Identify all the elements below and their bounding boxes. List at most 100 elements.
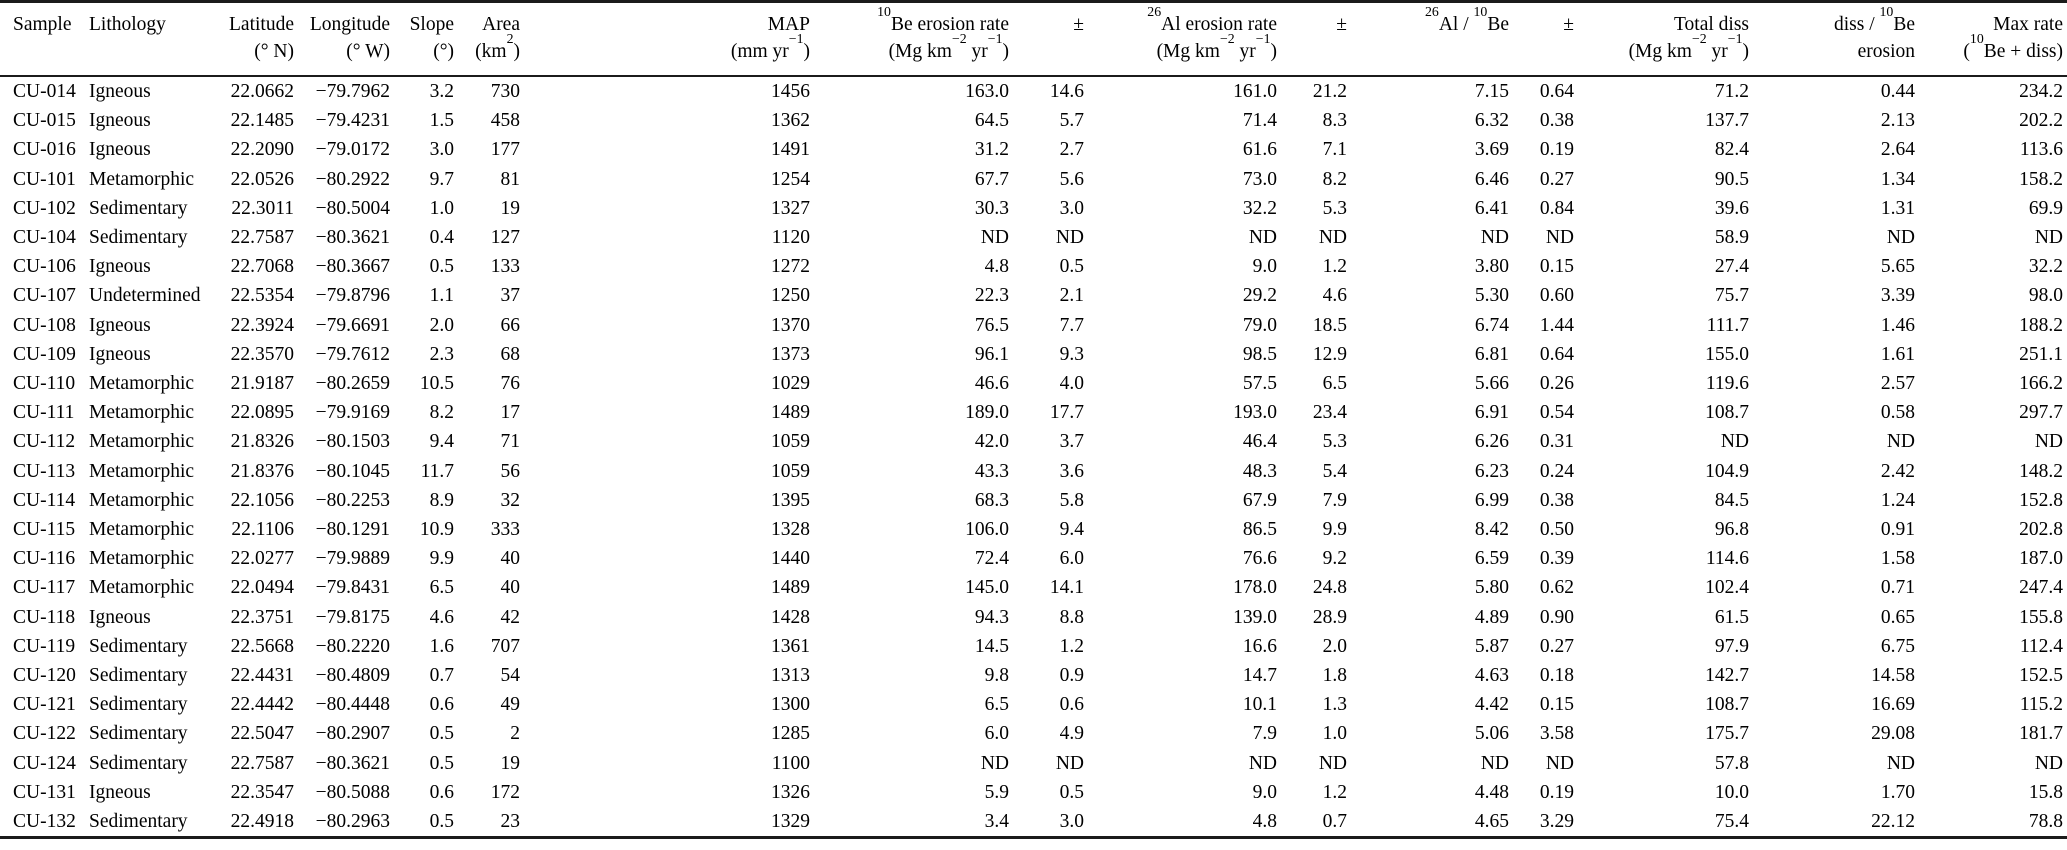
cell-al26-be10-ratio: 6.23 xyxy=(1474,460,1509,482)
cell-diss-be10-ratio: 1.31 xyxy=(1880,197,1915,219)
cell-lithology: Metamorphic xyxy=(89,519,195,541)
table-row-CU-114: CU-114 Metamorphic 22.1056 −80.2253 8.9 32 139… xyxy=(0,486,2067,515)
cell-diss-be10-ratio: 1.61 xyxy=(1880,343,1915,365)
cell-latitude: 21.9187 xyxy=(230,373,294,395)
cell-diss-be10-ratio: 0.44 xyxy=(1880,81,1915,102)
column-header-longitude: Longitude (° W) xyxy=(298,2,394,77)
cell-al26-uncertainty: 24.8 xyxy=(1312,577,1347,599)
cell-max-rate: 202.2 xyxy=(2019,110,2063,132)
cell-al26-erosion-rate: 161.0 xyxy=(1233,81,1277,102)
column-header-max-rate: Max rate (10Be + diss) xyxy=(1919,2,2067,77)
cell-lithology: Sedimentary xyxy=(89,811,188,833)
table-header: Sample Lithology Latitude (° N) Longitude (° … xyxy=(0,2,2067,77)
cell-area: 730 xyxy=(490,81,520,102)
cell-be10-uncertainty: 3.0 xyxy=(1059,811,1084,833)
cell-sample: CU-108 xyxy=(13,314,76,336)
cell-lithology: Igneous xyxy=(89,81,151,102)
cell-map: 1395 xyxy=(771,489,810,511)
cell-ratio-uncertainty: ND xyxy=(1545,227,1574,249)
cell-max-rate: 234.2 xyxy=(2019,81,2063,102)
cell-al26-erosion-rate: 67.9 xyxy=(1242,489,1277,511)
cell-area: 17 xyxy=(500,402,521,424)
cell-be10-erosion-rate: 31.2 xyxy=(974,139,1009,161)
cell-al26-be10-ratio: 6.91 xyxy=(1474,402,1509,424)
cell-sample: CU-132 xyxy=(13,811,76,833)
cell-area: 19 xyxy=(500,197,521,219)
cell-max-rate: 166.2 xyxy=(2019,373,2063,395)
cell-be10-uncertainty: 9.3 xyxy=(1059,343,1084,365)
cell-lithology: Undetermined xyxy=(89,285,201,307)
cell-slope: 6.5 xyxy=(429,577,454,599)
cell-longitude: −79.4231 xyxy=(315,110,390,132)
cell-sample: CU-101 xyxy=(13,168,76,190)
table-row-CU-121: CU-121 Sedimentary 22.4442 −80.4448 0.6 49 130… xyxy=(0,690,2067,719)
cell-lithology: Sedimentary xyxy=(89,227,188,249)
cell-max-rate: 152.8 xyxy=(2019,489,2063,511)
cell-al26-be10-ratio: 5.87 xyxy=(1474,635,1509,657)
column-header-al26-be10-ratio: 26Al / 10Be xyxy=(1351,2,1513,77)
cell-be10-erosion-rate: 106.0 xyxy=(965,519,1009,541)
column-label: diss / 10Be xyxy=(1833,3,1915,35)
cell-max-rate: 181.7 xyxy=(2019,723,2063,745)
cell-al26-be10-ratio: 6.26 xyxy=(1474,431,1509,453)
cell-total-diss: 155.0 xyxy=(1705,343,1749,365)
cell-diss-be10-ratio: 22.12 xyxy=(1871,811,1915,833)
cell-al26-be10-ratio: 3.80 xyxy=(1474,256,1509,278)
cell-map: 1272 xyxy=(771,256,810,278)
column-label: Lithology xyxy=(89,14,166,35)
cell-total-diss: 108.7 xyxy=(1705,402,1749,424)
cell-max-rate: ND xyxy=(2034,227,2063,249)
table-row-CU-119: CU-119 Sedimentary 22.5668 −80.2220 1.6 707 13… xyxy=(0,632,2067,661)
cell-latitude: 22.7587 xyxy=(230,227,294,249)
cell-slope: 10.5 xyxy=(419,373,454,395)
cell-be10-uncertainty: 14.1 xyxy=(1049,577,1084,599)
cell-max-rate: 112.4 xyxy=(2019,635,2063,657)
cell-diss-be10-ratio: 0.91 xyxy=(1880,519,1915,541)
superscript: 26 xyxy=(1425,3,1439,19)
superscript: −2 xyxy=(1219,30,1235,46)
cell-sample: CU-118 xyxy=(13,606,76,628)
cell-longitude: −79.8431 xyxy=(315,577,390,599)
cell-al26-erosion-rate: 76.6 xyxy=(1242,548,1277,570)
cell-sample: CU-121 xyxy=(13,694,76,716)
cell-be10-erosion-rate: 189.0 xyxy=(965,402,1009,424)
cell-be10-erosion-rate: 163.0 xyxy=(965,81,1009,102)
cell-latitude: 22.1485 xyxy=(230,110,294,132)
cell-latitude: 22.3570 xyxy=(230,343,294,365)
cell-al26-uncertainty: 2.0 xyxy=(1322,635,1347,657)
cell-latitude: 22.4431 xyxy=(230,665,294,687)
cell-al26-uncertainty: 7.1 xyxy=(1322,139,1347,161)
cell-al26-uncertainty: 5.3 xyxy=(1322,197,1347,219)
cell-total-diss: 137.7 xyxy=(1705,110,1749,132)
cell-longitude: −80.1291 xyxy=(315,519,390,541)
cell-ratio-uncertainty: 0.27 xyxy=(1539,168,1574,190)
cell-area: 127 xyxy=(490,227,520,249)
cell-latitude: 22.5354 xyxy=(230,285,294,307)
column-header-al26-erosion-rate: 26Al erosion rate (Mg km−2 yr−1) xyxy=(1088,2,1281,77)
cell-slope: 11.7 xyxy=(420,460,454,482)
cell-be10-erosion-rate: 76.5 xyxy=(974,314,1009,336)
cell-slope: 0.6 xyxy=(429,694,454,716)
cell-lithology: Igneous xyxy=(89,314,151,336)
cell-map: 1489 xyxy=(771,577,810,599)
cell-al26-uncertainty: 8.2 xyxy=(1322,168,1347,190)
cell-area: 49 xyxy=(500,694,521,716)
cell-map: 1361 xyxy=(771,635,810,657)
cell-total-diss: 90.5 xyxy=(1714,168,1749,190)
cell-be10-erosion-rate: ND xyxy=(980,752,1009,774)
cell-diss-be10-ratio: 5.65 xyxy=(1880,256,1915,278)
cell-max-rate: ND xyxy=(2034,431,2063,453)
cell-diss-be10-ratio: 0.58 xyxy=(1880,402,1915,424)
cell-al26-erosion-rate: 14.7 xyxy=(1242,665,1277,687)
column-header-sample: Sample xyxy=(0,2,85,77)
cell-ratio-uncertainty: 0.50 xyxy=(1539,519,1574,541)
cell-be10-uncertainty: 6.0 xyxy=(1059,548,1084,570)
cell-lithology: Sedimentary xyxy=(89,694,188,716)
cell-total-diss: 175.7 xyxy=(1705,723,1749,745)
cell-total-diss: 27.4 xyxy=(1714,256,1749,278)
cell-be10-uncertainty: 3.6 xyxy=(1059,460,1084,482)
cell-total-diss: 97.9 xyxy=(1714,635,1749,657)
cell-be10-uncertainty: 4.9 xyxy=(1059,723,1084,745)
table-row-CU-116: CU-116 Metamorphic 22.0277 −79.9889 9.9 40 144… xyxy=(0,544,2067,573)
cell-slope: 0.5 xyxy=(429,256,454,278)
